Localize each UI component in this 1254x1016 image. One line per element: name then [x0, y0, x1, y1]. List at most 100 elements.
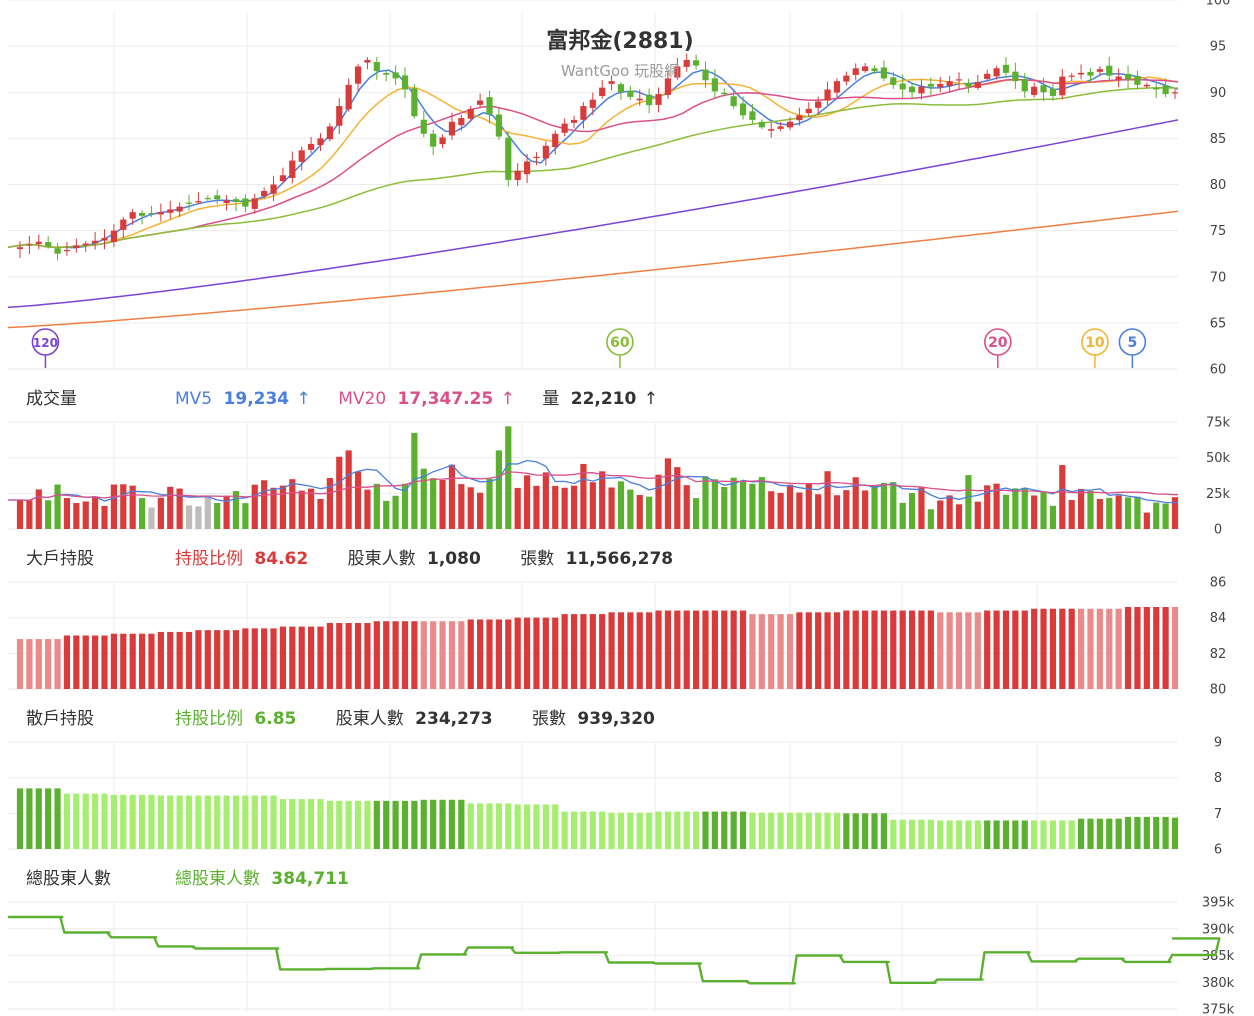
chart-title: 富邦金(2881) [546, 28, 693, 54]
candle-79 [758, 121, 765, 128]
retail-bar-36 [354, 800, 362, 849]
volume-bar-15 [157, 497, 164, 529]
candle-11 [120, 219, 127, 230]
volume-bar-37 [364, 489, 371, 529]
candle-120 [1143, 84, 1150, 87]
volume-bar-13 [138, 498, 146, 529]
volume-bar-49 [477, 492, 484, 529]
candle-40 [392, 72, 399, 79]
major-bar-94 [899, 610, 906, 689]
candle-110 [1049, 88, 1057, 96]
retail-ratio-label: 持股比例 [175, 709, 243, 729]
volume-bar-2 [35, 489, 42, 529]
retail-bar-29 [289, 799, 296, 849]
ma-pin-label-120: 120 [33, 336, 58, 350]
major-bar-123 [1171, 606, 1179, 689]
retail-bar-114 [1087, 818, 1094, 849]
major-bar-52 [505, 619, 512, 689]
major-bar-53 [514, 617, 521, 689]
major-bar-7 [82, 635, 89, 689]
candle-85 [815, 101, 822, 108]
volume-bar-5 [63, 498, 71, 529]
major-lots-label: 張數 [520, 549, 554, 569]
retail-bar-34 [336, 800, 343, 849]
retail-bar-20 [204, 795, 211, 849]
major-bar-21 [214, 630, 221, 689]
volume-tick-3: 75k [1206, 416, 1231, 431]
retail-bar-117 [1115, 818, 1122, 849]
major-bar-15 [157, 631, 164, 689]
retail-bar-77 [739, 811, 747, 849]
retail-tick-1: 7 [1214, 807, 1222, 822]
volume-bar-101 [965, 475, 972, 529]
major-bar-78 [749, 614, 756, 689]
volume-bar-94 [899, 502, 906, 529]
candle-23 [232, 199, 240, 203]
candle-28 [279, 175, 287, 182]
candle-0 [16, 247, 24, 250]
retail-bar-55 [533, 804, 540, 849]
holders-tick-1: 380k [1202, 976, 1235, 991]
retail-bar-83 [796, 812, 803, 849]
retail-bar-80 [768, 812, 775, 849]
retail-bar-90 [862, 813, 869, 849]
volume-bar-63 [608, 487, 615, 529]
candle-52 [505, 137, 512, 180]
major-bar-18 [185, 631, 193, 689]
retail-bar-79 [758, 812, 765, 849]
volume-bar-14 [148, 507, 155, 529]
major-bar-108 [1031, 608, 1038, 689]
main-tick-0: 60 [1210, 363, 1227, 378]
volume-bar-44 [430, 478, 437, 529]
volume-bar-119 [1134, 496, 1141, 529]
retail-bar-97 [927, 819, 934, 849]
major-bar-97 [927, 610, 934, 689]
retail-bar-82 [786, 812, 794, 849]
holders-tick-0: 375k [1202, 1003, 1235, 1016]
candle-34 [336, 106, 343, 126]
retail-bar-32 [317, 799, 324, 849]
main-tick-2: 70 [1210, 270, 1227, 285]
major-bar-4 [54, 639, 61, 689]
vol-label: 量 [542, 389, 559, 409]
retail-bar-87 [833, 812, 841, 849]
major-bar-71 [683, 610, 690, 689]
candle-32 [317, 138, 324, 146]
major-bar-58 [561, 614, 568, 689]
major-bar-45 [439, 621, 446, 689]
candle-24 [242, 198, 249, 207]
major-bar-109 [1040, 608, 1047, 689]
candle-91 [871, 68, 878, 72]
candle-62 [599, 87, 606, 96]
volume-bar-46 [448, 464, 456, 529]
major-bar-68 [655, 610, 662, 689]
major-bar-14 [148, 633, 155, 689]
major-bar-70 [674, 610, 681, 689]
volume-bar-91 [871, 485, 878, 529]
major-bar-54 [523, 617, 531, 689]
candle-15 [157, 212, 164, 215]
candle-14 [148, 212, 155, 215]
volume-bar-64 [617, 481, 625, 529]
retail-bar-15 [157, 795, 164, 849]
volume-bar-51 [495, 450, 503, 529]
retail-bar-24 [242, 795, 249, 849]
retail-bar-40 [392, 800, 399, 849]
retail-bar-37 [364, 800, 371, 849]
volume-bar-117 [1115, 495, 1122, 529]
major-bar-47 [458, 621, 465, 689]
major-bar-103 [984, 610, 991, 689]
volume-bar-21 [214, 502, 221, 529]
retail-bar-3 [45, 788, 52, 849]
major-bar-82 [786, 614, 794, 689]
retail-bar-54 [523, 804, 531, 849]
volume-bar-26 [261, 480, 268, 529]
retail-bar-9 [101, 793, 108, 849]
candle-95 [908, 86, 916, 93]
retail-bar-113 [1077, 818, 1085, 849]
retail-tick-2: 8 [1214, 771, 1222, 786]
major-bar-22 [223, 630, 230, 689]
candle-112 [1068, 75, 1075, 77]
total-holder-panel: 375k 380k 385k 390k 395k [8, 896, 1235, 1016]
major-bar-56 [542, 617, 549, 689]
